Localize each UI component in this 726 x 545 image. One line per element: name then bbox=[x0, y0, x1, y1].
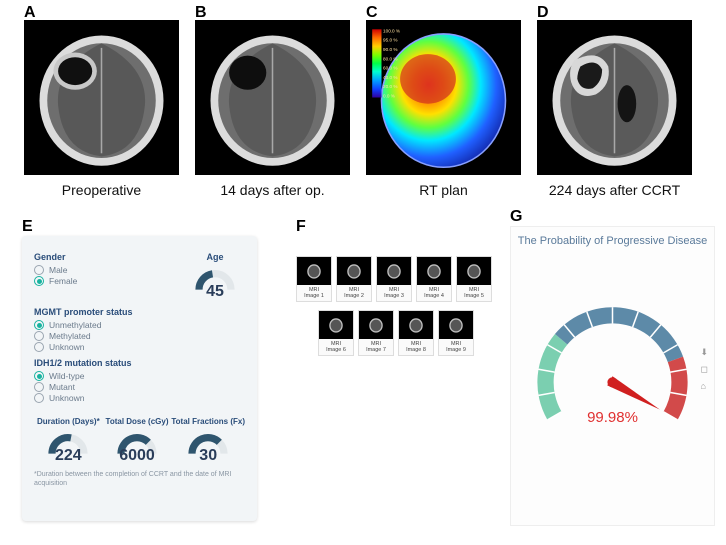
caption-b: 14 days after op. bbox=[195, 182, 350, 198]
brain-image-rtplan: 100.0 % 95.0 % 90.0 % 80.0 % 60.0 % 40.0… bbox=[366, 20, 521, 175]
radio-unknown[interactable]: Unknown bbox=[34, 393, 245, 403]
age-title: Age bbox=[185, 252, 245, 262]
mri-thumb-1[interactable]: MRIImage 1 bbox=[296, 256, 332, 302]
mgmt-title: MGMT promoter status bbox=[34, 307, 245, 317]
mri-thumb-4[interactable]: MRIImage 4 bbox=[416, 256, 452, 302]
mri-thumb-9[interactable]: MRIImage 9 bbox=[438, 310, 474, 356]
gauge-side-icons: ⬇ ◻ ⌂ bbox=[700, 347, 708, 391]
fractions-value: 30 bbox=[171, 447, 245, 465]
radio-male[interactable]: Male bbox=[34, 265, 185, 275]
dose-title: Total Dose (cGy) bbox=[103, 417, 172, 426]
radio-methylated[interactable]: Methylated bbox=[34, 331, 245, 341]
panel-label-e: E bbox=[22, 218, 33, 236]
clinical-input-card: Gender MaleFemale Age 45 MGMT promoter s… bbox=[22, 236, 257, 521]
download-icon[interactable]: ⬇ bbox=[700, 347, 708, 358]
fractions-title: Total Fractions (Fx) bbox=[171, 417, 245, 426]
panel-label-g: G bbox=[510, 208, 522, 226]
svg-text:60.0 %: 60.0 % bbox=[383, 66, 397, 71]
radio-wild-type[interactable]: Wild-type bbox=[34, 371, 245, 381]
mri-thumb-8[interactable]: MRIImage 8 bbox=[398, 310, 434, 356]
svg-text:40.0 %: 40.0 % bbox=[383, 75, 397, 80]
svg-text:20.0 %: 20.0 % bbox=[383, 84, 397, 89]
mri-thumb-6[interactable]: MRIImage 6 bbox=[318, 310, 354, 356]
svg-text:95.0 %: 95.0 % bbox=[383, 38, 397, 43]
idh-title: IDH1/2 mutation status bbox=[34, 358, 245, 368]
duration-title: Duration (Days)* bbox=[34, 417, 103, 426]
brain-image-postccrt bbox=[537, 20, 692, 175]
gauge-percent: 99.98% bbox=[511, 409, 714, 426]
caption-a: Preoperative bbox=[24, 182, 179, 198]
svg-text:0.0 %: 0.0 % bbox=[383, 94, 395, 99]
radio-female[interactable]: Female bbox=[34, 276, 185, 286]
probability-gauge-card: The Probability of Progressive Disease 9… bbox=[510, 226, 715, 526]
brain-image-preop bbox=[24, 20, 179, 175]
refresh-icon[interactable]: ◻ bbox=[700, 364, 708, 375]
probability-gauge bbox=[511, 247, 714, 477]
duration-footnote: *Duration between the completion of CCRT… bbox=[34, 471, 245, 489]
mri-thumb-2[interactable]: MRIImage 2 bbox=[336, 256, 372, 302]
mri-thumb-7[interactable]: MRIImage 7 bbox=[358, 310, 394, 356]
radio-unmethylated[interactable]: Unmethylated bbox=[34, 320, 245, 330]
radio-unknown[interactable]: Unknown bbox=[34, 342, 245, 352]
gender-title: Gender bbox=[34, 252, 185, 262]
caption-c: RT plan bbox=[366, 182, 521, 198]
mri-thumb-5[interactable]: MRIImage 5 bbox=[456, 256, 492, 302]
radio-mutant[interactable]: Mutant bbox=[34, 382, 245, 392]
caption-d: 224 days after CCRT bbox=[537, 182, 692, 198]
svg-text:80.0 %: 80.0 % bbox=[383, 56, 397, 61]
svg-text:100.0 %: 100.0 % bbox=[383, 28, 400, 33]
svg-text:90.0 %: 90.0 % bbox=[383, 47, 397, 52]
gauge-title: The Probability of Progressive Disease bbox=[511, 235, 714, 247]
brain-image-postop bbox=[195, 20, 350, 175]
home-icon[interactable]: ⌂ bbox=[700, 381, 708, 391]
panel-label-f: F bbox=[296, 218, 306, 236]
mri-thumb-3[interactable]: MRIImage 3 bbox=[376, 256, 412, 302]
mri-thumbnails: MRIImage 1MRIImage 2MRIImage 3MRIImage 4… bbox=[296, 256, 496, 364]
